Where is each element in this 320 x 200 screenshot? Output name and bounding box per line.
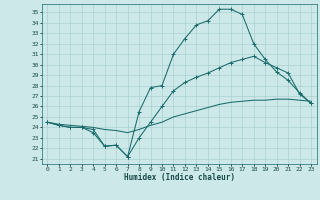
X-axis label: Humidex (Indice chaleur): Humidex (Indice chaleur) <box>124 173 235 182</box>
